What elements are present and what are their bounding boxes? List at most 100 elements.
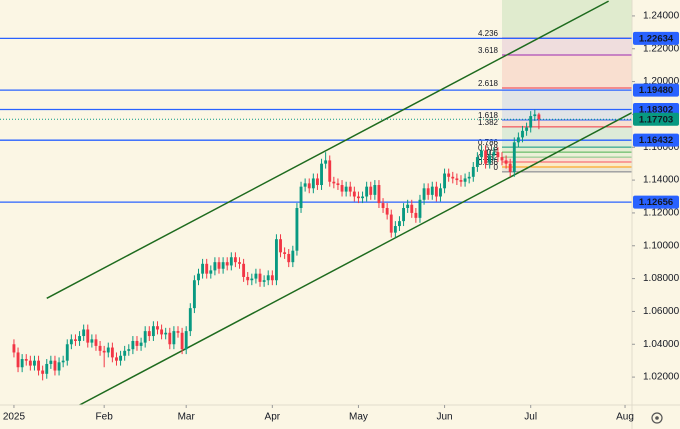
- level-label: 1.18302: [639, 104, 673, 115]
- candle-body: [422, 188, 426, 200]
- candle-body: [53, 360, 57, 371]
- level-label: 1.12656: [639, 197, 673, 208]
- candle-body: [361, 196, 364, 199]
- candle-body: [344, 186, 348, 192]
- candle-body: [365, 186, 369, 197]
- candle-body: [340, 185, 344, 192]
- candle-body: [172, 331, 176, 345]
- y-tick-label: 1.14000: [643, 175, 680, 186]
- x-tick-label: Jul: [524, 412, 537, 423]
- fib-label: 0.786: [478, 138, 499, 147]
- settings-button[interactable]: [651, 412, 663, 424]
- level-tag: [633, 83, 679, 97]
- candle-body: [110, 347, 114, 358]
- settings-icon[interactable]: [651, 412, 663, 424]
- candle-body: [98, 345, 102, 351]
- candle-body: [266, 275, 270, 281]
- candle-body: [348, 186, 352, 192]
- candle-body: [82, 329, 86, 337]
- candle-body: [127, 349, 131, 351]
- candle-body: [156, 326, 159, 330]
- fib-band: [501, 87, 632, 121]
- fib-label: 3.618: [478, 46, 499, 55]
- candle-body: [385, 207, 389, 215]
- x-tick-label: Aug: [616, 412, 634, 423]
- candle-body: [49, 360, 53, 364]
- candle-body: [508, 163, 512, 172]
- candle-body: [24, 359, 28, 361]
- candle-body: [86, 329, 90, 343]
- candle-body: [135, 340, 139, 346]
- y-tick-label: 1.08000: [643, 273, 680, 284]
- candle-body: [45, 363, 49, 374]
- fib-label: 0.236: [478, 158, 499, 167]
- candle-body: [102, 350, 106, 353]
- fib-band: [501, 152, 632, 158]
- candle-body: [303, 183, 307, 187]
- candle-body: [332, 181, 336, 184]
- candle-body: [525, 127, 529, 131]
- candle-body: [188, 308, 192, 332]
- candle-body: [57, 362, 61, 371]
- candle-body: [467, 176, 471, 179]
- fib-band: [501, 38, 632, 55]
- level-tag: [633, 133, 679, 147]
- candle-body: [439, 188, 442, 197]
- candle-body: [238, 262, 241, 264]
- candle-body: [336, 183, 340, 186]
- candle-body: [106, 347, 110, 353]
- axes: 1.240001.220001.200001.180001.160001.140…: [3, 11, 680, 423]
- candle-body: [115, 357, 118, 361]
- candle-body: [147, 331, 151, 337]
- candle-body: [521, 130, 524, 138]
- candle-body: [151, 326, 155, 337]
- candle-body: [242, 263, 246, 277]
- candle-body: [246, 276, 250, 281]
- candle-body: [225, 262, 229, 266]
- candle-body: [262, 280, 266, 282]
- x-tick-label: May: [349, 412, 368, 423]
- candle-body: [217, 262, 221, 269]
- fib-label: 0: [494, 163, 499, 172]
- candle-body: [393, 226, 397, 233]
- y-tick-label: 1.04000: [643, 339, 680, 350]
- candle-body: [299, 186, 303, 208]
- last-price-tag: [633, 112, 679, 126]
- candle-body: [184, 331, 188, 350]
- candle-body: [33, 360, 36, 366]
- candle-body: [324, 160, 328, 164]
- candle-body: [12, 344, 16, 353]
- candle-body: [463, 178, 467, 182]
- candle-body: [484, 150, 488, 164]
- candle-body: [443, 173, 447, 189]
- candle-body: [221, 262, 225, 269]
- fib-band: [501, 54, 632, 88]
- candle-body: [328, 160, 332, 182]
- y-tick-label: 1.16000: [643, 142, 680, 153]
- candle-body: [279, 239, 282, 253]
- fib-band: [501, 147, 632, 153]
- x-tick-label: Mar: [178, 412, 196, 423]
- x-tick-label: 2025: [3, 412, 26, 423]
- fib-band: [501, 0, 632, 39]
- candle-body: [434, 186, 438, 197]
- candle-body: [430, 186, 434, 195]
- candle-body: [164, 332, 168, 335]
- fib-label: 0.618: [478, 143, 499, 152]
- candle-body: [406, 204, 410, 208]
- candle-body: [205, 263, 209, 274]
- plot-area: 4.2363.6182.6181.6181.3820.7860.6180.50.…: [0, 0, 632, 405]
- candle-body: [254, 273, 258, 279]
- candle-body: [480, 150, 483, 158]
- candle-body: [258, 273, 262, 282]
- y-tick-label: 1.06000: [643, 306, 680, 317]
- candle-body: [74, 339, 77, 341]
- candle-body: [213, 262, 217, 271]
- candle-body: [197, 273, 200, 281]
- candle-body: [459, 180, 463, 182]
- level-label: 1.19480: [639, 85, 673, 96]
- candle-body: [475, 157, 479, 167]
- x-tick-label: Feb: [96, 412, 114, 423]
- level-tag: [633, 195, 679, 209]
